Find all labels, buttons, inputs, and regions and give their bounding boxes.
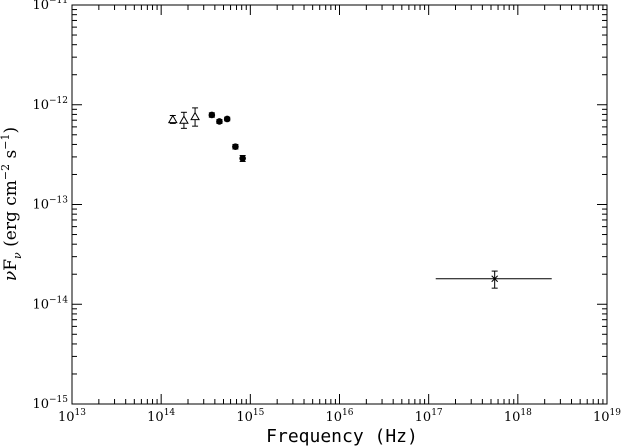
tick-labels: 1013 1014 1015 1016 1017 1018 1019 10−15 10−14 10… xyxy=(32,0,621,425)
x-tick-label: 1016 xyxy=(326,408,354,425)
triangle-marker xyxy=(179,115,189,124)
y-tick-label: 10−14 xyxy=(32,295,68,312)
circle-marker xyxy=(208,111,216,119)
x-tick-label: 1014 xyxy=(147,408,175,425)
circle-marker xyxy=(216,118,223,125)
x-tick-label: 1019 xyxy=(593,408,621,425)
data-marks xyxy=(167,107,552,289)
x-tick-label: 1013 xyxy=(58,408,86,425)
circle-marker xyxy=(223,115,231,123)
y-tick-label: 10−15 xyxy=(32,395,68,412)
circle-marker xyxy=(232,143,239,150)
x-axis-label: Frequency (Hz) xyxy=(266,426,418,446)
plot-frame xyxy=(71,4,608,405)
x-tick-label: 1018 xyxy=(504,408,532,425)
y-tick-label: 10−11 xyxy=(32,0,68,13)
axis-ticks xyxy=(71,4,608,405)
circle-marker xyxy=(239,155,246,162)
y-tick-label: 10−13 xyxy=(32,196,68,213)
x-tick-label: 1017 xyxy=(415,408,443,425)
triangle-marker xyxy=(190,111,200,121)
y-tick-label: 10−12 xyxy=(32,96,68,113)
cross-marker xyxy=(491,275,499,283)
triangle-marker xyxy=(167,114,178,124)
x-tick-label: 1015 xyxy=(236,408,264,425)
y-axis-label: νFν (erg cm−2 s−1) xyxy=(0,127,24,281)
